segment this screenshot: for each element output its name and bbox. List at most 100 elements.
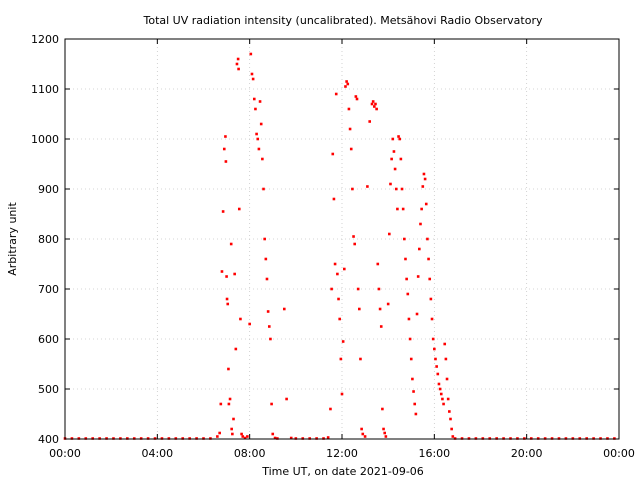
data-point (343, 267, 346, 271)
y-tick-label: 600 (38, 333, 59, 346)
data-point (401, 207, 405, 211)
data-point (261, 157, 264, 161)
data-point (256, 137, 260, 141)
data-point (333, 262, 337, 266)
data-point (254, 107, 257, 111)
data-point (258, 100, 262, 103)
data-point (339, 357, 343, 361)
data-point (411, 377, 414, 381)
data-point (228, 397, 232, 401)
data-point (450, 427, 453, 431)
x-tick-label: 16:00 (418, 447, 450, 460)
data-point (409, 357, 413, 361)
data-point (442, 402, 445, 406)
data-point (403, 237, 406, 241)
data-point (396, 207, 399, 211)
data-point (230, 427, 233, 431)
data-point (374, 102, 377, 106)
x-tick-label: 00:00 (603, 447, 635, 460)
data-point (353, 242, 356, 246)
data-point (337, 297, 340, 301)
data-point (438, 387, 442, 391)
data-point (348, 127, 352, 131)
data-point (416, 275, 420, 278)
data-point (373, 105, 376, 108)
data-point (366, 185, 369, 188)
data-point (448, 410, 451, 413)
data-point (439, 392, 443, 396)
data-point (361, 432, 365, 436)
data-point (225, 297, 229, 301)
data-point (331, 152, 335, 156)
x-tick-label: 04:00 (141, 447, 173, 460)
data-point (376, 262, 380, 266)
chart-title: Total UV radiation intensity (uncalibrat… (143, 14, 543, 27)
data-point (377, 287, 381, 291)
data-point (262, 187, 265, 191)
y-tick-label: 400 (38, 433, 59, 446)
data-point (227, 367, 230, 371)
data-point (231, 432, 234, 436)
data-point (346, 82, 350, 86)
data-point (375, 107, 378, 111)
data-point (400, 187, 404, 191)
data-point (383, 431, 387, 435)
data-point (378, 307, 382, 311)
data-point (421, 185, 425, 188)
data-point (430, 317, 434, 321)
data-point (221, 210, 225, 213)
data-point (356, 287, 360, 291)
data-point (422, 172, 426, 176)
data-point (405, 277, 408, 281)
data-point (255, 132, 258, 136)
data-point (347, 107, 351, 111)
data-point (351, 187, 354, 191)
data-point (389, 182, 392, 186)
data-point (344, 85, 347, 88)
data-point (229, 242, 233, 246)
data-point (239, 317, 242, 321)
data-point (414, 412, 418, 416)
data-point (241, 435, 245, 438)
data-point (451, 435, 455, 438)
y-tick-label: 1000 (31, 133, 59, 146)
y-tick-label: 900 (38, 183, 59, 196)
data-point (345, 80, 348, 83)
data-point (363, 435, 367, 438)
data-point (423, 177, 427, 181)
data-point (336, 272, 339, 276)
data-point (391, 137, 395, 141)
data-point (236, 57, 240, 61)
x-tick-label: 20:00 (511, 447, 543, 460)
data-point (235, 62, 239, 66)
data-point (285, 397, 288, 401)
data-point (227, 402, 231, 406)
data-points (63, 52, 616, 440)
y-tick-label: 500 (38, 383, 59, 396)
data-point (418, 247, 421, 251)
data-point (334, 92, 338, 96)
data-point (433, 347, 436, 351)
data-point (289, 436, 293, 440)
data-point (263, 237, 266, 241)
data-point (420, 207, 423, 211)
x-tick-label: 12:00 (326, 447, 358, 460)
data-point (269, 337, 272, 341)
data-point (224, 135, 227, 138)
data-point (326, 436, 330, 439)
data-point (397, 135, 400, 138)
data-point (407, 317, 411, 321)
data-point (259, 122, 263, 126)
data-point (449, 417, 452, 421)
data-point (249, 52, 253, 56)
data-point (264, 257, 268, 261)
data-point (338, 317, 341, 321)
data-point (419, 222, 422, 226)
data-point (428, 277, 432, 281)
x-tick-label: 08:00 (234, 447, 266, 460)
data-point (392, 150, 396, 153)
data-point (237, 207, 241, 211)
data-point (427, 257, 430, 261)
data-point (222, 147, 226, 151)
